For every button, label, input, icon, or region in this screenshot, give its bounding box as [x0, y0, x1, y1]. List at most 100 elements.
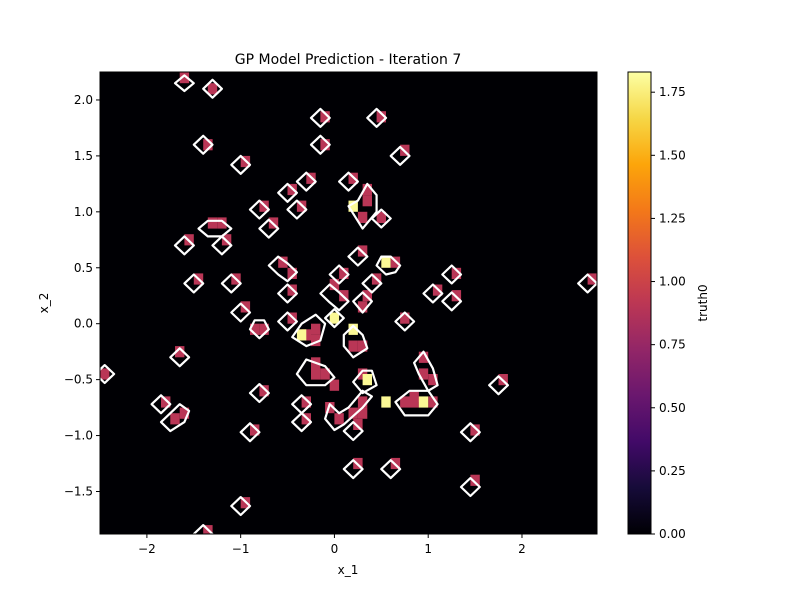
heatmap-cell [329, 379, 340, 391]
heatmap-cell [357, 396, 368, 408]
y-tick-label: 1.5 [74, 149, 93, 163]
contour-line [286, 199, 308, 220]
contour-line [291, 412, 313, 433]
contour-line [422, 283, 444, 304]
x-axis-ticks: −2 −1 0 1 2 [138, 534, 526, 556]
contour-line [380, 459, 402, 480]
contour-line [248, 319, 270, 340]
heatmap-cell [357, 211, 368, 223]
contour-line [295, 358, 336, 387]
heatmap-cell [428, 374, 438, 386]
heatmap-cell [325, 402, 335, 414]
heatmap-cell [418, 396, 429, 408]
contour-line [441, 264, 463, 285]
colorbar-ticks: 0.00 0.25 0.50 0.75 1.00 1.25 1.50 1.75 [651, 85, 686, 541]
contour-line [389, 145, 411, 166]
heatmap-cell [311, 323, 321, 335]
contour-line [394, 311, 416, 332]
heatmap-cell [400, 396, 410, 408]
contour-line [230, 302, 252, 323]
y-tick-label: 0.0 [74, 317, 93, 331]
contour-line [370, 208, 392, 229]
heatmap-cell [296, 329, 307, 341]
heatmap-cell [381, 256, 391, 268]
heatmap-cell [250, 424, 260, 436]
heatmap-cell [376, 211, 386, 223]
colorbar-tick-label: 1.75 [659, 85, 686, 99]
contour-line [150, 394, 172, 415]
colorbar [627, 71, 652, 535]
heatmap-cell [278, 256, 288, 268]
heatmap-cell [320, 139, 330, 151]
contour-line [488, 375, 509, 396]
contour-line [267, 255, 298, 283]
heatmap-cell [348, 323, 358, 335]
y-axis-label: x_2 [37, 293, 51, 314]
y-tick-label: 1.0 [74, 205, 93, 219]
contour-line [338, 171, 359, 192]
y-tick-label: −1.0 [64, 429, 93, 443]
contour-line [295, 171, 317, 192]
contour-line [342, 459, 364, 480]
contour-line [239, 422, 261, 443]
heatmap-cell [353, 418, 363, 430]
contour-line [459, 422, 481, 443]
contour-line [441, 291, 463, 312]
contour-line [342, 421, 364, 442]
colorbar-tick-label: 0.75 [659, 338, 686, 352]
contour-line [347, 246, 369, 267]
heatmap-cell [418, 368, 429, 380]
heatmap-cell [451, 267, 462, 279]
colorbar-tick-label: 1.00 [659, 275, 686, 289]
contour-line [173, 74, 195, 93]
heatmap-cell [207, 83, 218, 95]
contour-line [173, 235, 195, 256]
x-tick-label: −1 [232, 542, 250, 556]
heatmap-cell [100, 368, 110, 380]
contour-line [192, 134, 214, 155]
contour-line [197, 219, 233, 238]
plot-frame [99, 71, 598, 535]
y-tick-label: −1.5 [64, 484, 93, 498]
contour-line [277, 283, 298, 304]
contour-line [366, 107, 388, 128]
heatmap-cell [362, 374, 372, 386]
contour-line [394, 389, 439, 417]
heatmap-cell [357, 301, 368, 313]
y-axis-ticks: −1.5 −1.0 −0.5 0.0 0.5 1.0 1.5 2.0 [64, 93, 100, 498]
colorbar-tick-label: 0.25 [659, 464, 686, 478]
heatmap-cell [170, 413, 180, 425]
contour-line [291, 313, 327, 348]
contour-line [220, 273, 242, 294]
y-tick-label: −0.5 [64, 373, 93, 387]
heatmap-cell [217, 217, 227, 229]
contour-line [230, 496, 252, 517]
contour-line [192, 523, 214, 534]
contour-line [258, 218, 280, 239]
heatmap-cell [161, 396, 171, 408]
x-tick-label: 0 [331, 542, 339, 556]
x-tick-label: 1 [424, 542, 432, 556]
heatmap-cell [311, 334, 321, 347]
contour-line [352, 291, 373, 314]
contour-line [291, 394, 313, 415]
heatmap-cell [287, 267, 297, 279]
heatmap-cell [259, 385, 269, 397]
contour-line [459, 477, 481, 498]
heatmap-cell [259, 323, 269, 335]
contour-line [183, 273, 205, 294]
contour-line [211, 235, 233, 256]
heatmap-cell [357, 368, 368, 380]
contour-line [342, 324, 369, 359]
contour-line [324, 308, 345, 329]
heatmap-cell [470, 474, 480, 486]
heatmap-cell [320, 368, 330, 380]
colorbar-tick-label: 0.00 [659, 527, 686, 541]
x-tick-label: 2 [518, 542, 526, 556]
colorbar-tick-label: 1.25 [659, 211, 686, 225]
heatmap-cell [400, 312, 410, 324]
heatmap-cell [348, 407, 358, 419]
heatmap-cell [175, 346, 185, 358]
heatmap-cell [339, 267, 349, 279]
plot-area [100, 72, 597, 534]
